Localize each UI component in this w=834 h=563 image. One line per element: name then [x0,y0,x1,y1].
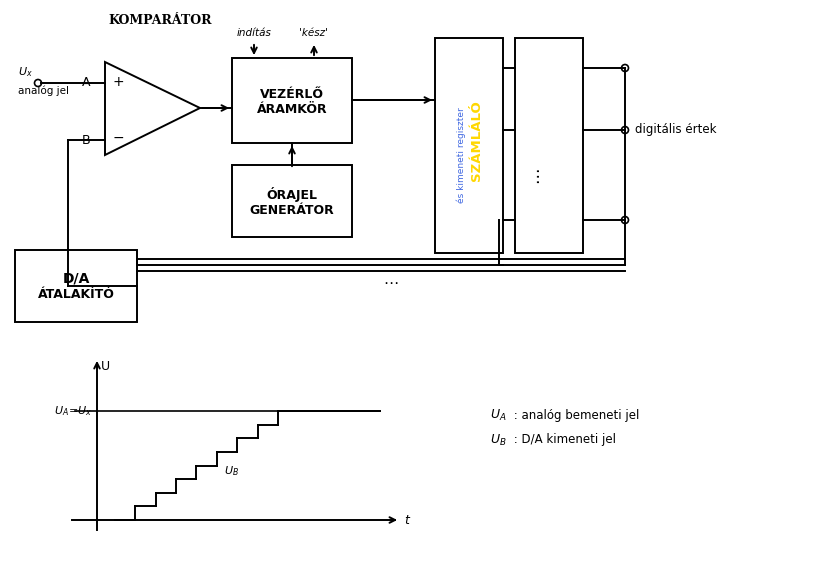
Bar [232,58,352,143]
Text: 'kész': 'kész' [299,28,329,38]
Text: A: A [82,77,91,90]
Text: és kimeneti regiszter: és kimeneti regiszter [456,108,465,203]
Text: $U_A$: $U_A$ [490,408,506,423]
Text: ÁRAMKÖR: ÁRAMKÖR [257,103,327,116]
Text: ÓRAJEL: ÓRAJEL [267,187,318,203]
Text: indítás: indítás [237,28,271,38]
Text: ⋯: ⋯ [384,275,399,291]
Text: VEZÉRLŐ: VEZÉRLŐ [260,88,324,101]
Bar [435,38,503,253]
Text: analóg jel: analóg jel [18,86,69,96]
Text: ⋯: ⋯ [528,167,546,184]
Text: D/A: D/A [63,272,90,286]
Text: $U_A\!=\!U_x$: $U_A\!=\!U_x$ [54,404,93,418]
Text: t: t [404,513,409,526]
Text: +: + [113,75,123,89]
Text: $U_B$: $U_B$ [490,432,506,448]
Text: −: − [113,131,123,145]
Text: B: B [82,133,91,146]
Text: $U_x$: $U_x$ [18,65,33,79]
Text: SZÁMLÁLÓ: SZÁMLÁLÓ [470,100,484,181]
Text: digitális értek: digitális értek [635,123,716,136]
Text: $U_B$: $U_B$ [224,464,239,478]
Bar [515,38,583,253]
Bar [232,165,352,237]
Text: U: U [101,360,110,373]
Text: KOMPARÁTOR: KOMPARÁTOR [108,14,212,27]
Bar [15,250,137,322]
Text: : analóg bemeneti jel: : analóg bemeneti jel [510,409,640,422]
Text: : D/A kimeneti jel: : D/A kimeneti jel [510,434,616,446]
Text: ÁTALAKÍTÓ: ÁTALAKÍTÓ [38,288,114,302]
Text: GENERÁTOR: GENERÁTOR [249,203,334,217]
